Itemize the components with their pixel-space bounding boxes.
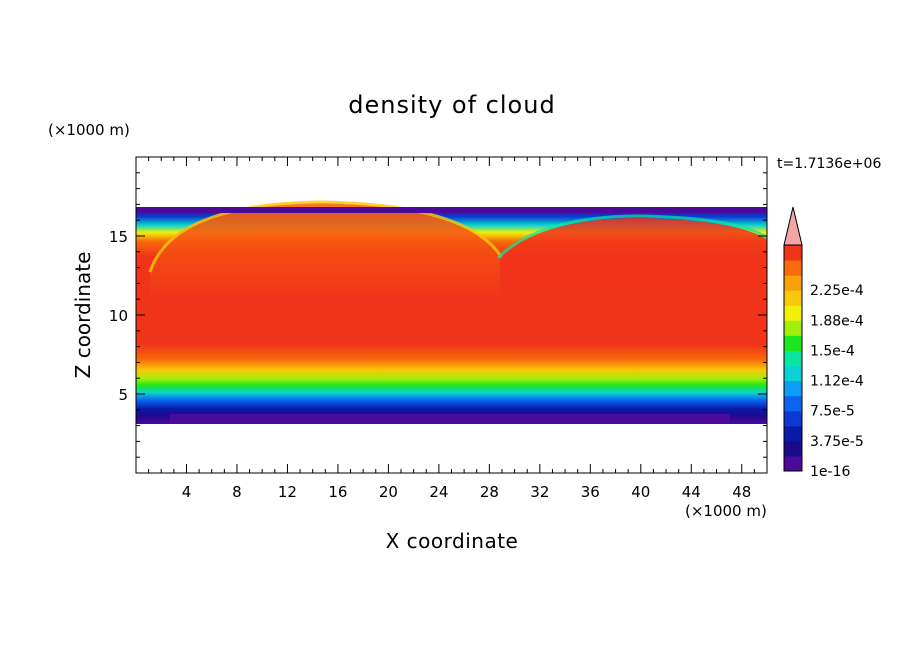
y-unit-label: (×1000 m) xyxy=(48,121,130,139)
x-unit-label: (×1000 m) xyxy=(685,502,767,520)
x-tick-label: 16 xyxy=(328,483,347,501)
colorbar-swatch xyxy=(784,425,802,442)
colorbar-swatch xyxy=(784,440,802,457)
left-dome-edge xyxy=(148,200,504,273)
right-cloud-dome xyxy=(500,218,767,300)
colorbar-label: 1.12e-4 xyxy=(810,374,864,390)
cloud-base-layer xyxy=(170,414,730,423)
colorbar-frame xyxy=(783,244,803,472)
x-axis-label: X coordinate xyxy=(386,529,519,553)
colorbar-swatch xyxy=(784,335,802,351)
colorbar: 1e-16 3.75e-5 7.5e-5 1.12e-4 1.5e-4 1.88e-4 2.… xyxy=(783,206,864,480)
y-tick-label: 5 xyxy=(118,386,128,404)
colorbar-label: 1.88e-4 xyxy=(810,313,864,329)
colorbar-label: 2.25e-4 xyxy=(810,283,864,299)
x-tick-label: 20 xyxy=(379,483,398,501)
chart-title: density of cloud xyxy=(348,91,555,119)
y-tick-label: 10 xyxy=(109,307,128,325)
left-cloud-dome xyxy=(150,203,500,300)
x-tick-label: 48 xyxy=(732,483,751,501)
x-tick-label: 36 xyxy=(581,483,600,501)
time-label: t=1.7136e+06 xyxy=(777,156,881,172)
colorbar-swatch xyxy=(784,320,802,336)
colorbar-swatch xyxy=(784,365,802,382)
x-tick-label: 40 xyxy=(631,483,650,501)
x-tick-label: 32 xyxy=(530,483,549,501)
y-tick-label: 15 xyxy=(109,228,128,246)
y-axis-label: Z coordinate xyxy=(71,252,95,379)
right-dome-edge xyxy=(496,214,767,260)
colorbar-swatch xyxy=(784,380,802,397)
colorbar-swatch xyxy=(784,260,802,276)
density-field xyxy=(136,200,767,424)
x-tick-label: 4 xyxy=(182,483,192,501)
colorbar-overflow-arrow xyxy=(783,206,803,246)
x-tick-label: 8 xyxy=(232,483,242,501)
x-axis-ticks: 4 8 12 16 20 24 28 32 36 40 44 48 xyxy=(148,157,755,501)
colorbar-label: 1e-16 xyxy=(810,464,850,480)
x-tick-label: 24 xyxy=(429,483,448,501)
colorbar-label: 1.5e-4 xyxy=(810,343,855,359)
colorbar-swatch xyxy=(784,350,802,367)
y-axis-ticks: 5 10 15 xyxy=(109,172,767,458)
colorbar-swatch xyxy=(784,245,802,261)
x-tick-label: 12 xyxy=(278,483,297,501)
colorbar-swatch xyxy=(784,275,802,291)
x-tick-label: 44 xyxy=(682,483,701,501)
colorbar-label: 7.5e-5 xyxy=(810,404,855,420)
colorbar-swatch xyxy=(784,305,802,321)
colorbar-swatch xyxy=(784,395,802,412)
colorbar-swatch xyxy=(784,290,802,306)
colorbar-swatch xyxy=(784,455,802,472)
x-tick-label: 28 xyxy=(480,483,499,501)
colorbar-label: 3.75e-5 xyxy=(810,434,864,450)
colorbar-swatch xyxy=(784,410,802,427)
cloud-top-layer xyxy=(136,207,767,213)
